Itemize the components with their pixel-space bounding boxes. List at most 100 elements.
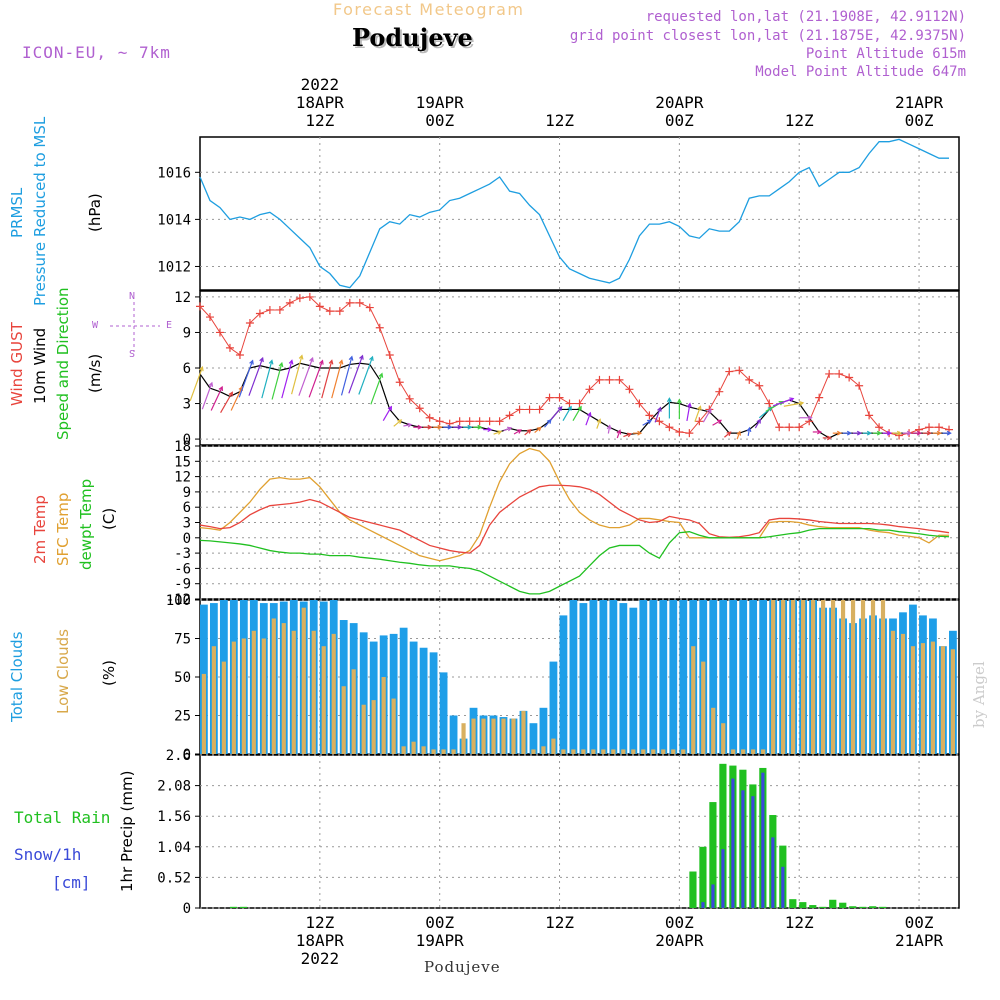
gust-marker: [765, 399, 774, 408]
gust-marker: [865, 411, 874, 420]
time-label-bottom: 00Z: [905, 913, 934, 932]
gust-marker: [215, 328, 224, 337]
wind-arrow-head: [637, 430, 643, 436]
wind-arrow-head: [906, 430, 912, 436]
y-tick-label-temp: 12: [174, 470, 191, 486]
y-tick-label-temp: -9: [174, 577, 191, 593]
snow-bar: [701, 902, 705, 908]
low-cloud-bar: [261, 638, 266, 754]
wind-unit: (m/s): [86, 353, 104, 393]
time-label-top: 2022: [301, 75, 340, 94]
wind-arrow-head: [208, 381, 214, 387]
low-cloud-bar: [801, 600, 806, 754]
location-title: Podujeve: [352, 23, 473, 52]
gust-marker: [295, 294, 304, 303]
model-altitude: Model Point Altitude 647m: [755, 64, 966, 80]
wind-speed-line: [199, 362, 950, 439]
rain-bar: [859, 906, 867, 908]
gust-marker: [525, 405, 534, 414]
wind-arrow-head: [697, 405, 702, 411]
y-tick-label-wind: 0: [183, 432, 191, 448]
total-cloud-bar: [569, 600, 578, 754]
low-cloud-bar: [271, 618, 276, 754]
low-cloud-bar: [501, 718, 506, 754]
panel-frame-precip: [199, 754, 960, 909]
wind-arrow: [281, 360, 293, 399]
compass-south: S: [129, 349, 136, 360]
total-cloud-bar: [369, 641, 378, 754]
time-label-bottom: 21APR: [895, 931, 944, 950]
low-cloud-bar: [591, 749, 596, 754]
y-tick-label-precip: 1.56: [157, 809, 191, 825]
pressure-label-2: Pressure Reduced to MSL: [31, 116, 49, 306]
rain-bar: [789, 899, 797, 908]
low-cloud-bar: [890, 630, 896, 754]
gust-marker: [345, 298, 354, 307]
wind-arrow-head: [936, 430, 942, 436]
low-cloud-bar: [331, 633, 336, 754]
wind-arrow: [642, 419, 652, 426]
low-cloud-bar: [631, 749, 636, 754]
snow-bar: [741, 790, 745, 908]
low-cloud-bar: [701, 661, 706, 754]
y-tick-label-clouds: 25: [174, 709, 191, 725]
wind-arrow: [238, 360, 254, 398]
wind-arrow-head: [526, 428, 532, 434]
wind-arrow-head: [676, 398, 682, 404]
wind-arrow: [772, 397, 794, 407]
wind-arrow-head: [249, 359, 254, 365]
wind-arrow: [210, 386, 223, 411]
wind-arrow-head: [397, 419, 403, 424]
gust-marker: [565, 399, 574, 408]
wind-arrow-head: [686, 402, 692, 408]
wind-arrow: [534, 426, 542, 433]
clouds-unit: (%): [100, 660, 118, 686]
dewpoint-line: [199, 527, 950, 595]
y-tick-label-temp: 6: [183, 500, 191, 516]
snow-bar: [731, 778, 735, 908]
low-cloud-bar: [950, 649, 956, 754]
y-tick-label-wind: 9: [183, 325, 191, 341]
low-cloud-bar: [231, 641, 236, 754]
gust-marker: [255, 309, 264, 318]
wind-arrow: [189, 366, 204, 402]
y-tick-label-temp: 3: [183, 516, 191, 532]
wind-arrow: [724, 431, 731, 438]
wind-arrow-head: [487, 427, 493, 433]
snow-bar: [781, 866, 785, 908]
low-cloud-bar: [551, 738, 556, 754]
wind-arrow: [562, 406, 572, 422]
compass-west: W: [92, 320, 99, 331]
wind-arrow-head: [447, 424, 453, 430]
compass-rose-icon: [110, 302, 160, 352]
footer-location: Podujeve: [424, 958, 501, 976]
y-tick-label-clouds: 75: [174, 632, 191, 648]
watermark: by Angel: [970, 661, 988, 728]
wind-arrow-head: [846, 430, 852, 436]
wind-arrow: [382, 406, 392, 422]
gust-marker: [585, 385, 594, 394]
wind-arrow: [201, 382, 213, 410]
wind-arrow-head: [516, 429, 523, 434]
total-cloud-bar: [599, 600, 608, 754]
gust-marker: [745, 375, 754, 384]
wind-arrow-head: [926, 430, 932, 436]
wind-arrow: [654, 407, 662, 423]
wind-arrow-head: [378, 372, 384, 378]
wind-arrow: [331, 360, 343, 399]
wind-arrow: [503, 427, 512, 432]
low-cloud-bar: [311, 630, 316, 754]
snow-bar: [761, 772, 765, 908]
total-cloud-bar: [659, 600, 668, 754]
y-tick-label-precip: 0.52: [157, 870, 191, 886]
wind-arrow-head: [457, 424, 463, 430]
wind-arrow-head: [647, 419, 653, 425]
low-cloud-bar: [471, 718, 476, 754]
gust-marker: [205, 313, 214, 322]
gust-marker: [365, 303, 374, 312]
total-cloud-bar: [669, 600, 678, 754]
point-altitude: Point Altitude 615m: [805, 46, 966, 62]
low-cloud-bar: [810, 600, 816, 754]
snow-bar: [751, 796, 755, 908]
model-label: ICON-EU, ~ 7km: [22, 43, 171, 62]
